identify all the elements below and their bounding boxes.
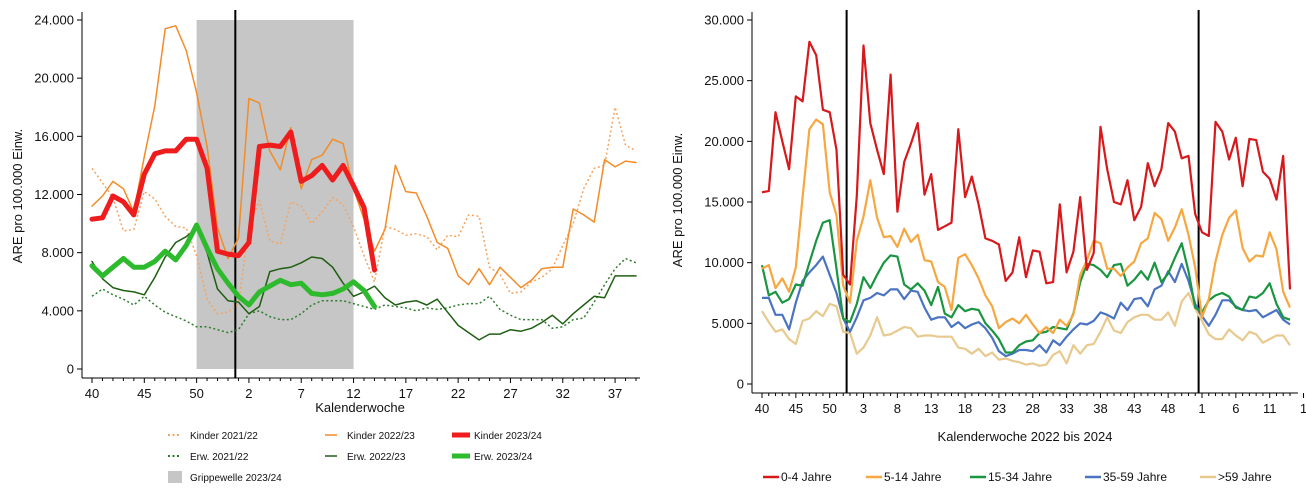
legend-item: Erw. 2021/22 <box>168 452 249 463</box>
chart-right: 0 5.000 10.000 15.000 20.000 25.000 30.000 40 45… <box>670 10 1306 484</box>
x-tick-label: 1 <box>1300 401 1306 416</box>
series-line-kinder-2022-23 <box>91 25 637 289</box>
legend-label: Grippewelle 2023/24 <box>190 473 282 484</box>
legend-item: 5-14 Jahre <box>866 470 942 484</box>
x-tick-label: 11 <box>1263 401 1277 416</box>
x-tick-label: 43 <box>1127 401 1141 416</box>
y-tick-label: 15.000 <box>704 195 744 210</box>
legend-label: >59 Jahre <box>1218 470 1272 484</box>
x-tick-label: 13 <box>924 401 938 416</box>
series-line-kinder-2023-24 <box>89 129 377 273</box>
x-tick-label: 23 <box>992 401 1006 416</box>
x-tick-label: 8 <box>894 401 901 416</box>
legend-item: 15-34 Jahre <box>970 470 1052 484</box>
x-tick-label: 50 <box>189 386 203 401</box>
x-tick-label: 32 <box>556 386 570 401</box>
x-tick-label: 22 <box>451 386 465 401</box>
x-tick-label: 50 <box>822 401 836 416</box>
flu-wave-region <box>196 20 354 369</box>
legend-swatch <box>168 471 182 483</box>
x-tick-label: 38 <box>1093 401 1107 416</box>
legend-label: 15-34 Jahre <box>988 470 1052 484</box>
x-tick-label: 28 <box>1026 401 1040 416</box>
legend-label: 5-14 Jahre <box>884 470 942 484</box>
x-axis-title: Kalenderwoche <box>315 400 405 415</box>
series-line-erw-2021-22 <box>91 257 637 334</box>
legend-item: Grippewelle 2023/24 <box>168 471 282 484</box>
chart-left: 0 4.000 8.000 12.000 16.000 20.000 24.000 40 45 5… <box>10 10 640 484</box>
y-axis-title: ARE pro 100.000 Einw. <box>10 129 25 263</box>
series-line-erw-2023-24 <box>89 222 377 309</box>
y-tick-label: 0 <box>737 377 744 392</box>
legend-item: Kinder 2021/22 <box>168 431 258 442</box>
series-line-kinder-2021-22 <box>91 106 637 315</box>
y-tick-label: 10.000 <box>704 255 744 270</box>
x-tick-label: 2 <box>245 386 252 401</box>
series-line--59-jahre <box>761 291 1291 367</box>
y-tick-label: 24.000 <box>34 13 74 28</box>
x-tick-label: 27 <box>503 386 517 401</box>
legend-label: Kinder 2021/22 <box>190 431 258 442</box>
legend-item: Erw. 2022/23 <box>325 452 406 463</box>
legend-label: Erw. 2022/23 <box>347 452 406 463</box>
x-tick-label: 1 <box>1198 401 1205 416</box>
y-tick-label: 4.000 <box>41 303 74 318</box>
x-tick-label: 17 <box>399 386 413 401</box>
y-tick-label: 0 <box>67 362 74 377</box>
legend-label: Erw. 2023/24 <box>474 452 533 463</box>
legend-item: Kinder 2023/24 <box>452 431 542 442</box>
x-tick-label: 33 <box>1059 401 1073 416</box>
y-tick-label: 20.000 <box>704 134 744 149</box>
legend-label: 35-59 Jahre <box>1103 470 1167 484</box>
y-tick-label: 30.000 <box>704 13 744 28</box>
y-tick-label: 12.000 <box>34 187 74 202</box>
series-line-0-4-jahre <box>761 40 1292 290</box>
x-tick-label: 40 <box>755 401 769 416</box>
y-tick-label: 16.000 <box>34 129 74 144</box>
y-tick-label: 8.000 <box>41 245 74 260</box>
legend-label: 0-4 Jahre <box>781 470 832 484</box>
legend-right: 0-4 Jahre 5-14 Jahre 15-34 Jahre 35-59 Jahr… <box>763 470 1272 484</box>
x-tick-label: 40 <box>85 386 99 401</box>
x-tick-label: 18 <box>958 401 972 416</box>
legend-item: >59 Jahre <box>1200 470 1272 484</box>
y-tick-label: 5.000 <box>711 316 744 331</box>
x-tick-label: 3 <box>860 401 867 416</box>
x-tick-label: 6 <box>1232 401 1239 416</box>
x-tick-label: 37 <box>608 386 622 401</box>
legend-label: Kinder 2023/24 <box>474 431 542 442</box>
x-tick-label: 45 <box>137 386 151 401</box>
legend-item: Kinder 2022/23 <box>325 431 415 442</box>
legend-label: Kinder 2022/23 <box>347 431 415 442</box>
x-axis-title: Kalenderwoche 2022 bis 2024 <box>938 429 1113 444</box>
y-tick-label: 20.000 <box>34 71 74 86</box>
legend-left: Kinder 2021/22 Kinder 2022/23 Kinder 2023/… <box>168 431 542 484</box>
x-tick-label: 45 <box>789 401 803 416</box>
legend-item: 35-59 Jahre <box>1085 470 1167 484</box>
x-tick-label: 48 <box>1161 401 1175 416</box>
x-tick-label: 12 <box>346 386 360 401</box>
legend-item: Erw. 2023/24 <box>452 452 533 463</box>
legend-item: 0-4 Jahre <box>763 470 832 484</box>
x-tick-label: 7 <box>298 386 305 401</box>
series-line-5-14-jahre <box>761 118 1292 335</box>
y-tick-label: 25.000 <box>704 73 744 88</box>
y-axis-title: ARE pro 100.000 Einw. <box>670 133 685 267</box>
series-line-erw-2022-23 <box>91 227 637 341</box>
legend-label: Erw. 2021/22 <box>190 452 249 463</box>
